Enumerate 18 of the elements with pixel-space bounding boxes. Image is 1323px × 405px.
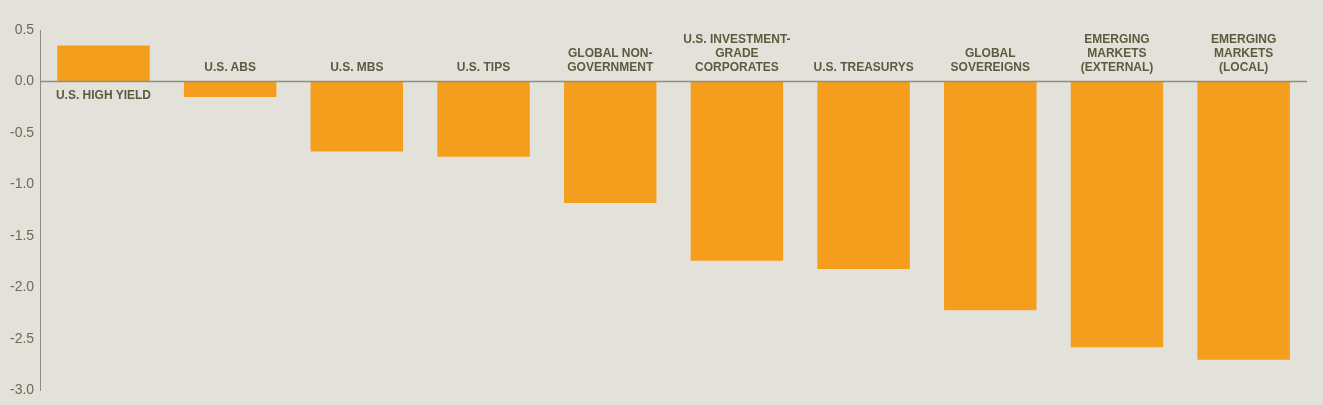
y-tick-label: -2.5 [10, 329, 35, 346]
y-tick-label: -3.0 [10, 381, 35, 398]
y-tick-label: -2.0 [10, 278, 35, 295]
x-tick-label: EMERGING MARKETS (LOCAL) [1210, 31, 1277, 74]
x-tick-label: EMERGING MARKETS (EXTERNAL) [1080, 31, 1154, 74]
y-tick-label: -1.5 [10, 226, 35, 243]
x-tick-label: U.S. ABS [204, 59, 256, 74]
x-tick-label: GLOBAL SOVEREIGNS [950, 45, 1030, 74]
y-tick-label: -1.0 [10, 175, 35, 192]
x-tick-label: U.S. INVESTMENT-GRADE CORPORATES [683, 31, 791, 74]
y-tick-label: -0.5 [10, 123, 35, 140]
x-tick-label: U.S. TREASURYS [813, 59, 914, 74]
x-tick-label: U.S. HIGH YIELD [55, 87, 152, 102]
y-tick-label: 0.5 [14, 20, 35, 37]
y-tick-label: 0.0 [14, 72, 35, 89]
x-tick-label: U.S. MBS [330, 59, 384, 74]
x-tick-label: U.S. TIPS [456, 59, 511, 74]
x-tick-label: GLOBAL NON-GOVERNMENT [567, 45, 654, 74]
